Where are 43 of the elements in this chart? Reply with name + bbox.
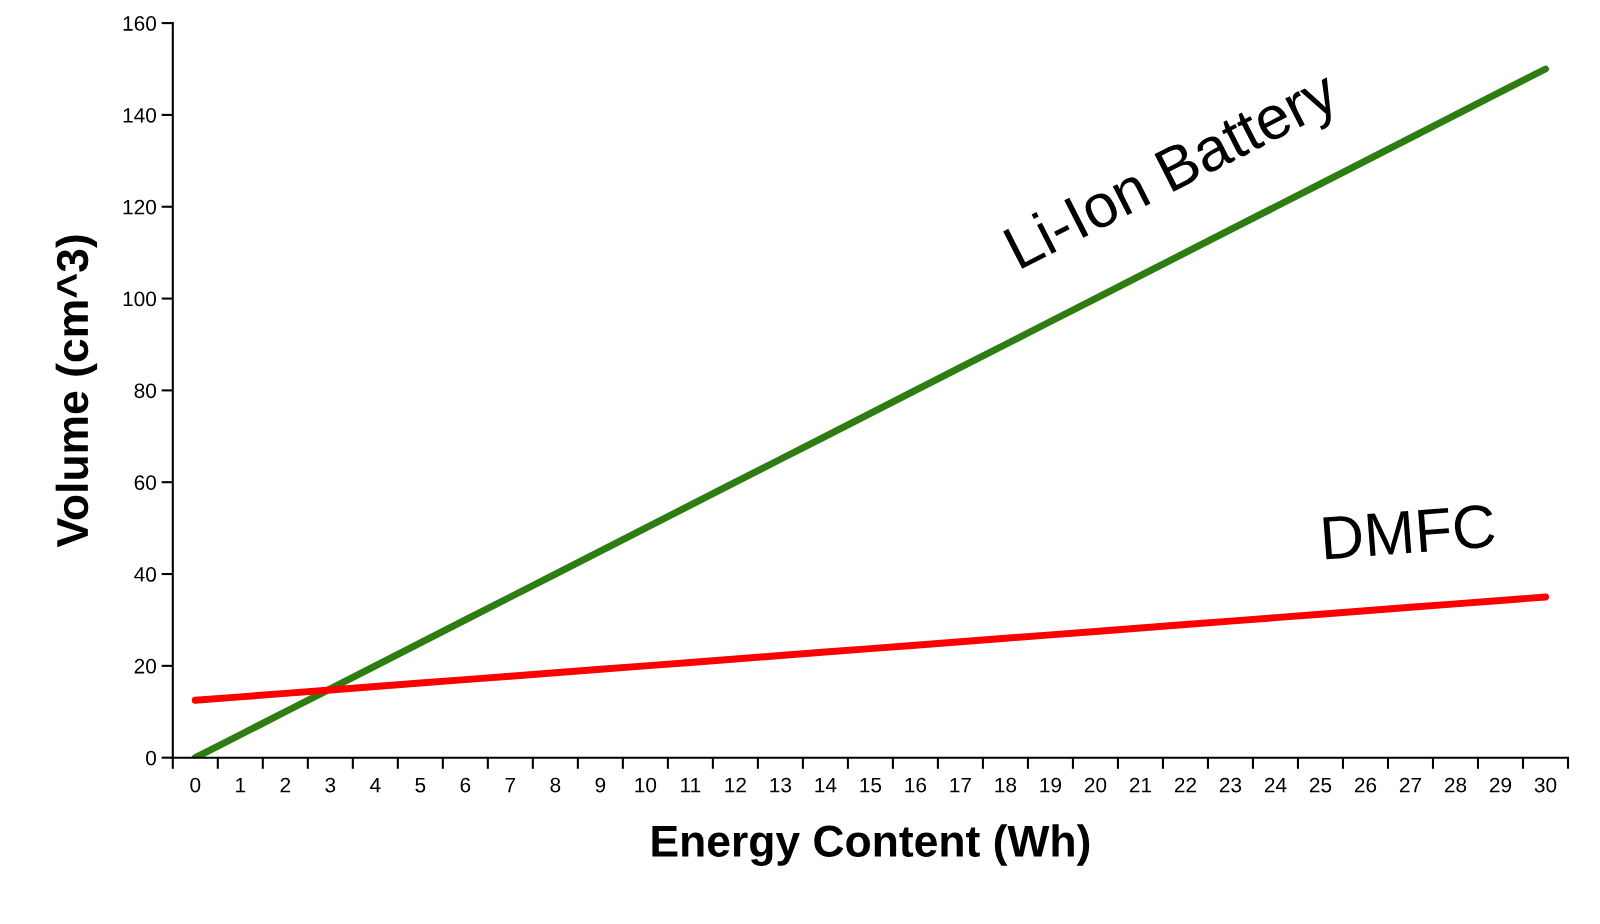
- y-tick-label: 80: [134, 383, 157, 399]
- y-axis-title: Volume (cm^3): [55, 235, 98, 548]
- x-tick-label: 11: [681, 777, 701, 793]
- x-tick-label: 15: [860, 777, 882, 793]
- series-label: DMFC: [1323, 503, 1496, 560]
- y-tick-label: 120: [123, 199, 157, 215]
- x-tick-label: 25: [1309, 777, 1332, 793]
- x-tick-label: 4: [370, 777, 381, 793]
- x-tick-label: 26: [1354, 777, 1377, 793]
- y-tick-label: 160: [123, 16, 157, 31]
- x-tick-label: 29: [1489, 777, 1512, 793]
- x-tick-label: 1: [236, 777, 246, 793]
- x-tick-label: 19: [1040, 777, 1062, 793]
- x-tick-label: 9: [595, 777, 606, 793]
- x-tick-label: 20: [1084, 777, 1107, 793]
- y-tick-label: 40: [134, 567, 157, 582]
- y-tick-label: 20: [134, 658, 157, 674]
- x-tick-label: 0: [190, 777, 201, 793]
- x-tick-label: 16: [905, 777, 927, 793]
- x-tick-label: 18: [995, 777, 1017, 793]
- x-tick-label: 6: [460, 777, 471, 793]
- y-tick-label: 100: [123, 291, 157, 307]
- x-tick-label: 21: [1129, 777, 1152, 793]
- x-tick-label: 23: [1219, 777, 1242, 793]
- x-tick-label: 10: [635, 777, 657, 793]
- x-tick-label: 27: [1399, 777, 1422, 793]
- x-axis-title: Energy Content (Wh): [652, 824, 1090, 866]
- y-tick-label: 140: [123, 107, 157, 123]
- x-tick-label: 28: [1444, 777, 1467, 793]
- x-tick-label: 17: [950, 777, 971, 793]
- x-tick-label: 13: [770, 777, 792, 793]
- x-tick-label: 22: [1174, 777, 1196, 793]
- x-tick-label: 7: [505, 777, 516, 793]
- x-tick-label: 30: [1534, 777, 1557, 793]
- x-tick-label: 14: [815, 777, 837, 793]
- x-tick-label: 5: [415, 777, 426, 793]
- x-tick-label: 8: [550, 777, 561, 793]
- x-tick-label: 24: [1264, 777, 1287, 793]
- x-tick-label: 3: [325, 777, 336, 793]
- y-tick-label: 0: [146, 750, 157, 766]
- y-tick-label: 60: [134, 475, 157, 490]
- x-tick-label: 2: [280, 777, 291, 793]
- x-tick-label: 12: [725, 777, 746, 793]
